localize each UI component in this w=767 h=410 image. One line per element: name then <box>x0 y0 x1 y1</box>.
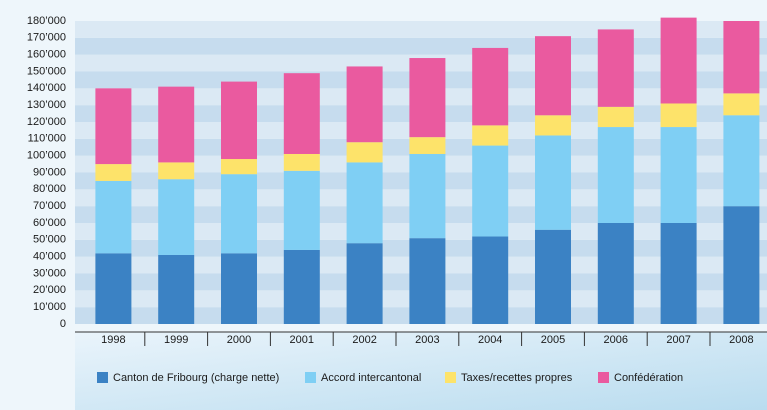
x-tick-label: 2008 <box>729 334 753 346</box>
bar-segment <box>158 254 195 324</box>
bar-segment <box>346 243 383 324</box>
bar-segment <box>221 81 257 160</box>
bar-segment <box>660 103 697 128</box>
x-tick-label: 2006 <box>604 334 628 346</box>
bar-segment <box>660 127 697 223</box>
bar-segment <box>95 180 132 254</box>
bar-segment <box>723 21 760 94</box>
bar-segment <box>597 106 634 128</box>
bar-segment <box>660 223 697 324</box>
legend-swatch <box>445 372 456 383</box>
legend-panel <box>75 332 767 410</box>
x-tick-label: 1999 <box>164 334 188 346</box>
bar-segment <box>283 153 320 171</box>
y-tick-label: 120’000 <box>27 116 66 128</box>
y-tick-label: 180’000 <box>27 15 66 27</box>
bar-segment <box>95 88 132 165</box>
bar-segment <box>409 238 446 324</box>
bar-segment <box>535 229 571 324</box>
bar-segment <box>158 162 195 180</box>
grid-band <box>75 37 767 55</box>
y-tick-label: 130’000 <box>27 99 66 111</box>
bar-segment <box>535 135 571 230</box>
legend-label: Canton de Fribourg (charge nette) <box>113 372 279 384</box>
y-tick-label: 150’000 <box>27 65 66 77</box>
bar-segment <box>660 17 697 104</box>
y-tick-label: 50’000 <box>33 234 66 246</box>
legend-label: Taxes/recettes propres <box>461 372 573 384</box>
y-tick-label: 30’000 <box>33 267 66 279</box>
bar-segment <box>221 174 257 254</box>
bar-segment <box>95 164 132 181</box>
bar-segment <box>472 145 509 237</box>
bar-segment <box>283 249 320 324</box>
y-tick-label: 170’000 <box>27 32 66 44</box>
bar-segment <box>346 142 383 163</box>
x-tick-label: 2001 <box>290 334 314 346</box>
grid-band <box>75 21 767 38</box>
bar-segment <box>221 253 257 324</box>
x-tick-label: 2004 <box>478 334 502 346</box>
y-tick-label: 10’000 <box>33 301 66 313</box>
bar-segment <box>158 179 195 255</box>
bar-segment <box>346 66 383 143</box>
bar-segment <box>95 253 132 324</box>
bar-segment <box>346 162 383 244</box>
bar-segment <box>535 36 571 116</box>
y-tick-label: 90’000 <box>33 166 66 178</box>
y-tick-label: 60’000 <box>33 217 66 229</box>
legend-label: Confédération <box>614 372 683 384</box>
legend-swatch <box>305 372 316 383</box>
bar-segment <box>283 170 320 250</box>
legend-swatch <box>598 372 609 383</box>
bar-segment <box>723 115 760 207</box>
bar-segment <box>723 93 760 116</box>
legend-swatch <box>97 372 108 383</box>
bar-segment <box>597 223 634 324</box>
bar-segment <box>409 58 446 138</box>
y-tick-label: 100’000 <box>27 150 66 162</box>
bar-segment <box>597 29 634 107</box>
bar-segment <box>409 137 446 154</box>
x-tick-label: 2002 <box>352 334 376 346</box>
bar-segment <box>723 206 760 324</box>
x-tick-label: 2000 <box>227 334 251 346</box>
bar-segment <box>409 153 446 239</box>
bar-segment <box>597 127 634 223</box>
y-tick-label: 160’000 <box>27 49 66 61</box>
x-tick-label: 2007 <box>666 334 690 346</box>
x-tick-label: 1998 <box>101 334 125 346</box>
bar-segment <box>472 47 509 126</box>
bar-segment <box>283 73 320 154</box>
bar-segment <box>221 159 257 175</box>
bar-segment <box>472 236 509 324</box>
y-tick-label: 80’000 <box>33 183 66 195</box>
bar-segment <box>158 86 195 163</box>
y-tick-label: 110’000 <box>28 133 66 145</box>
y-tick-label: 40’000 <box>33 251 66 263</box>
y-tick-label: 70’000 <box>33 200 66 212</box>
bar-segment <box>535 115 571 136</box>
bar-segment <box>472 125 509 146</box>
legend-label: Accord intercantonal <box>321 372 421 384</box>
x-tick-label: 2003 <box>415 334 439 346</box>
y-tick-label: 20’000 <box>33 284 66 296</box>
y-tick-label: 140’000 <box>27 82 66 94</box>
x-tick-label: 2005 <box>541 334 565 346</box>
y-tick-label: 0 <box>60 318 66 330</box>
